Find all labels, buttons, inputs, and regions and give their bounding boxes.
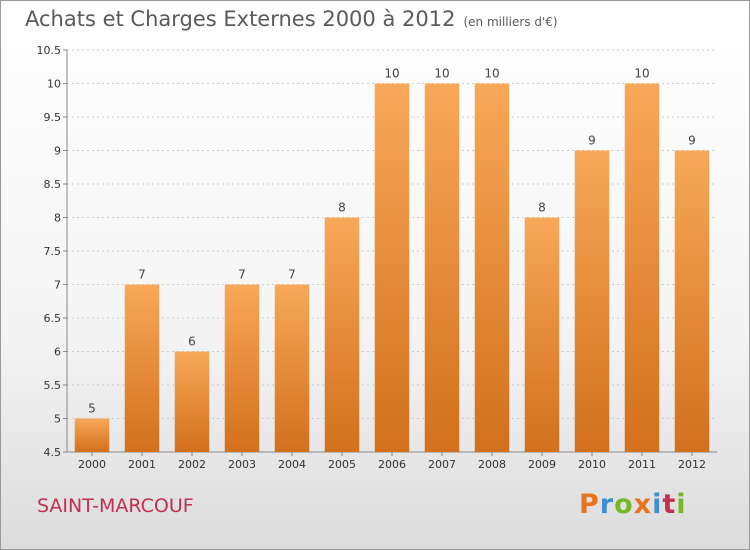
y-tick-label: 4.5 bbox=[44, 446, 62, 459]
bar bbox=[224, 284, 260, 452]
bar bbox=[374, 83, 410, 452]
y-tick-label: 8 bbox=[54, 212, 61, 225]
x-tick-label: 2008 bbox=[478, 458, 506, 471]
bar bbox=[324, 217, 360, 452]
y-tick-label: 5.5 bbox=[44, 379, 62, 392]
bar bbox=[174, 351, 210, 452]
y-tick-label: 9 bbox=[54, 145, 61, 158]
x-tick-label: 2002 bbox=[178, 458, 206, 471]
data-label: 10 bbox=[484, 67, 499, 81]
brand-letter: i bbox=[676, 489, 687, 520]
bar bbox=[124, 284, 160, 452]
proxiti-logo: Proxiti bbox=[579, 489, 687, 520]
bar bbox=[274, 284, 310, 452]
x-tick-label: 2000 bbox=[78, 458, 106, 471]
bar bbox=[624, 83, 660, 452]
x-tick-label: 2009 bbox=[528, 458, 556, 471]
data-label: 7 bbox=[138, 268, 146, 282]
x-tick-label: 2010 bbox=[578, 458, 606, 471]
data-label: 10 bbox=[434, 67, 449, 81]
bar bbox=[424, 83, 460, 452]
bar bbox=[524, 217, 560, 452]
y-tick-label: 6 bbox=[54, 346, 61, 359]
chart-subtitle: (en milliers d'€) bbox=[463, 15, 558, 29]
data-label: 5 bbox=[88, 402, 96, 416]
y-tick-label: 9.5 bbox=[44, 111, 62, 124]
y-tick-label: 10 bbox=[47, 78, 61, 91]
y-tick-label: 7 bbox=[54, 279, 61, 292]
y-tick-label: 10.5 bbox=[37, 44, 62, 57]
x-tick-label: 2004 bbox=[278, 458, 306, 471]
commune-name: SAINT-MARCOUF bbox=[37, 495, 194, 517]
bar bbox=[574, 150, 610, 452]
data-label: 10 bbox=[634, 67, 649, 81]
x-tick-label: 2005 bbox=[328, 458, 356, 471]
data-label: 9 bbox=[588, 134, 596, 148]
data-label: 10 bbox=[384, 67, 399, 81]
data-label: 7 bbox=[288, 268, 296, 282]
brand-letter: i bbox=[652, 489, 663, 520]
data-label: 8 bbox=[538, 201, 546, 215]
x-tick-label: 2001 bbox=[128, 458, 156, 471]
y-tick-label: 8.5 bbox=[44, 178, 62, 191]
bar bbox=[474, 83, 510, 452]
chart-title: Achats et Charges Externes 2000 à 2012 (e… bbox=[25, 7, 558, 31]
x-tick-label: 2003 bbox=[228, 458, 256, 471]
data-label: 8 bbox=[338, 201, 346, 215]
bar bbox=[74, 418, 110, 452]
data-label: 9 bbox=[688, 134, 696, 148]
brand-letter: P bbox=[579, 489, 600, 520]
y-tick-label: 7.5 bbox=[44, 245, 62, 258]
x-tick-label: 2007 bbox=[428, 458, 456, 471]
brand-letter: o bbox=[614, 489, 634, 520]
brand-letter: r bbox=[599, 489, 615, 520]
x-tick-label: 2012 bbox=[678, 458, 706, 471]
title-text: Achats et Charges Externes 2000 à 2012 bbox=[25, 7, 456, 31]
y-tick-label: 6.5 bbox=[44, 312, 62, 325]
x-tick-label: 2006 bbox=[378, 458, 406, 471]
y-tick-label: 5 bbox=[54, 413, 61, 426]
bar bbox=[674, 150, 710, 452]
brand-letter: x bbox=[633, 489, 653, 520]
data-label: 6 bbox=[188, 335, 196, 349]
brand-letter: t bbox=[662, 489, 677, 520]
labels: 4.5 5 5.5 6 6.5 7 7.5 8 8.5 9 9.5 10 10.5 5 2000 7 2001 6… bbox=[37, 44, 707, 471]
x-tick-label: 2011 bbox=[628, 458, 656, 471]
data-label: 7 bbox=[238, 268, 246, 282]
bars bbox=[74, 83, 710, 452]
